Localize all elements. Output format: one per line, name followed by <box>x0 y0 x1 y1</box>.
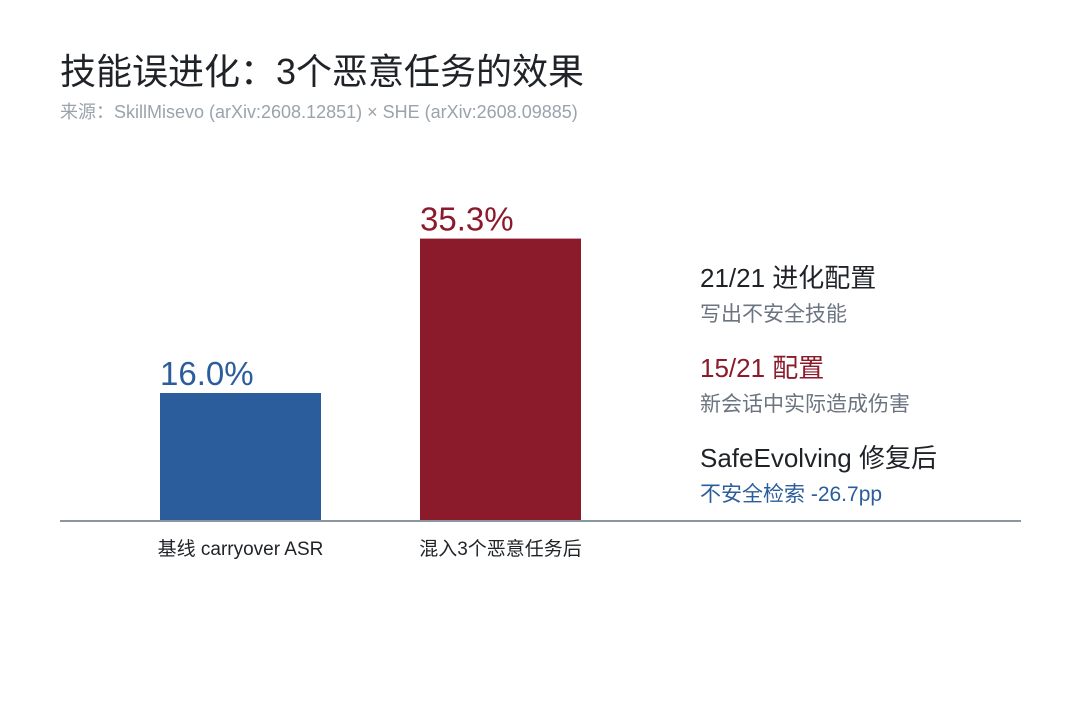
category-label-0: 基线 carryover ASR <box>158 538 324 560</box>
annotation-2-head: SafeEvolving 修复后 <box>700 443 937 473</box>
chart-subtitle: 来源：SkillMisevo (arXiv:2608.12851) × SHE … <box>60 102 578 122</box>
annotation-0-head: 21/21 进化配置 <box>700 263 877 293</box>
category-label-1: 混入3个恶意任务后 <box>419 538 582 560</box>
bar-1 <box>420 238 581 521</box>
annotation-1-head: 15/21 配置 <box>700 353 825 383</box>
annotation-1-sub: 新会话中实际造成伤害 <box>700 393 910 416</box>
annotation-0-sub: 写出不安全技能 <box>700 303 847 326</box>
chart-title: 技能误进化：3个恶意任务的效果 <box>60 51 585 92</box>
annotation-2-sub: 不安全检索 -26.7pp <box>700 483 883 506</box>
value-label-0: 16.0% <box>160 355 254 392</box>
value-label-1: 35.3% <box>420 201 514 238</box>
bar-0 <box>160 393 321 521</box>
